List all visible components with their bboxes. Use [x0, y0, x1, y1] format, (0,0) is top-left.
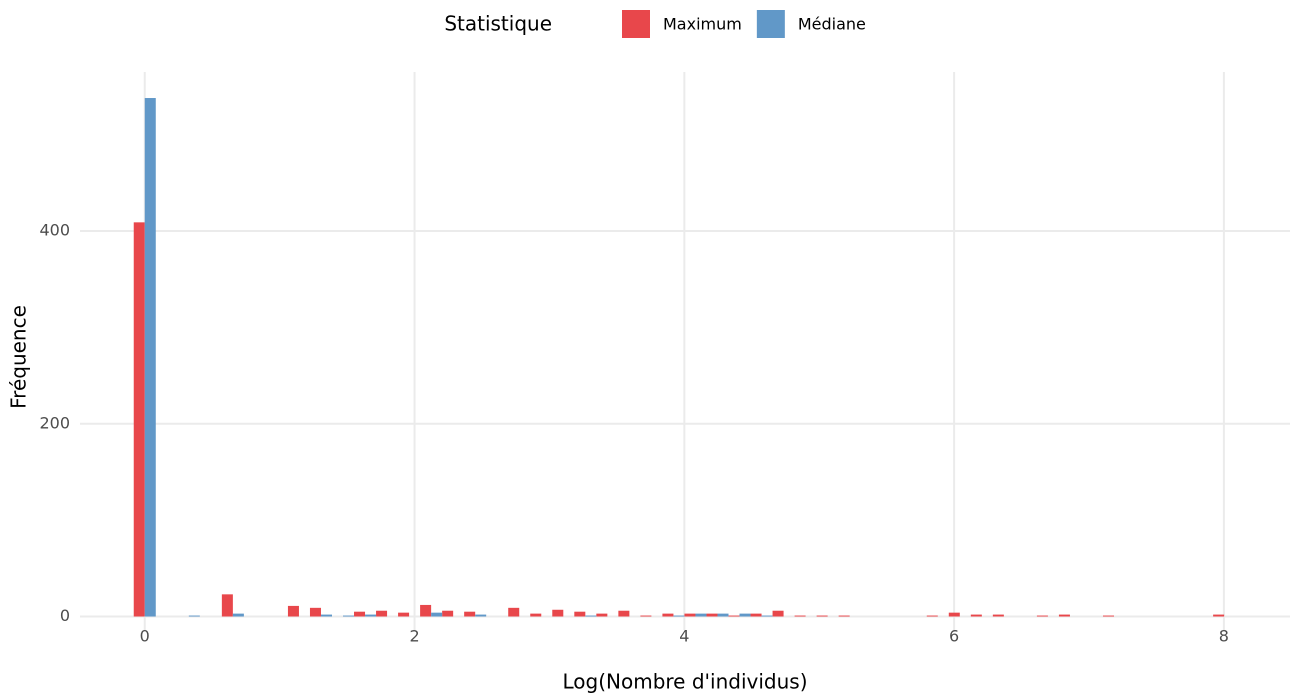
- bar: [739, 613, 751, 617]
- bar: [662, 613, 674, 617]
- legend-swatch: [756, 10, 785, 38]
- bar: [717, 613, 729, 617]
- bar: [1036, 615, 1048, 617]
- legend-label: Médiane: [798, 15, 866, 34]
- bar: [992, 614, 1004, 617]
- bar: [1058, 614, 1070, 617]
- legend-label: Maximum: [663, 15, 742, 34]
- bar: [673, 615, 685, 617]
- x-axis-title: Log(Nombre d'individus): [562, 670, 807, 694]
- legend-swatch: [622, 10, 650, 38]
- bar: [464, 611, 476, 617]
- bar: [585, 615, 597, 617]
- bar: [188, 615, 200, 617]
- bar: [816, 615, 828, 617]
- bar: [309, 607, 321, 617]
- bar: [475, 614, 487, 617]
- bar: [221, 594, 233, 617]
- bar: [761, 615, 773, 617]
- bar: [596, 613, 608, 617]
- bar: [640, 615, 652, 617]
- y-axis-title: Fréquence: [7, 305, 31, 409]
- bar: [354, 611, 366, 617]
- y-tick-label: 0: [60, 606, 70, 625]
- bar: [1102, 615, 1114, 617]
- bars: [133, 98, 1225, 617]
- bar: [287, 605, 299, 617]
- bar: [530, 613, 542, 617]
- bar: [574, 611, 586, 617]
- bar: [926, 615, 938, 617]
- bar: [144, 98, 156, 617]
- bar: [552, 609, 564, 617]
- bar: [750, 613, 762, 617]
- bar: [948, 612, 960, 617]
- grid: [80, 72, 1290, 630]
- x-tick-label: 2: [409, 627, 419, 646]
- bar: [320, 614, 332, 617]
- bar: [772, 610, 784, 617]
- bar: [431, 612, 443, 617]
- legend-title: Statistique: [444, 12, 552, 36]
- bar: [442, 610, 454, 617]
- bar: [398, 612, 410, 617]
- bar: [133, 222, 145, 617]
- x-tick-label: 0: [140, 627, 150, 646]
- bar: [508, 607, 520, 617]
- bar: [838, 615, 850, 617]
- bar: [343, 615, 355, 617]
- y-tick-label: 400: [39, 221, 70, 240]
- bar: [684, 613, 696, 617]
- bar: [728, 615, 740, 617]
- x-tick-label: 6: [949, 627, 959, 646]
- bar: [695, 613, 707, 617]
- bar: [794, 615, 806, 617]
- bar: [376, 610, 388, 617]
- bar: [1213, 614, 1225, 617]
- y-tick-label: 200: [39, 413, 70, 432]
- bar: [706, 613, 718, 617]
- bar: [232, 613, 244, 617]
- bar: [365, 614, 377, 617]
- x-tick-label: 4: [679, 627, 689, 646]
- bar: [970, 614, 982, 617]
- bar: [420, 604, 432, 617]
- x-tick-label: 8: [1219, 627, 1229, 646]
- bar: [618, 610, 630, 617]
